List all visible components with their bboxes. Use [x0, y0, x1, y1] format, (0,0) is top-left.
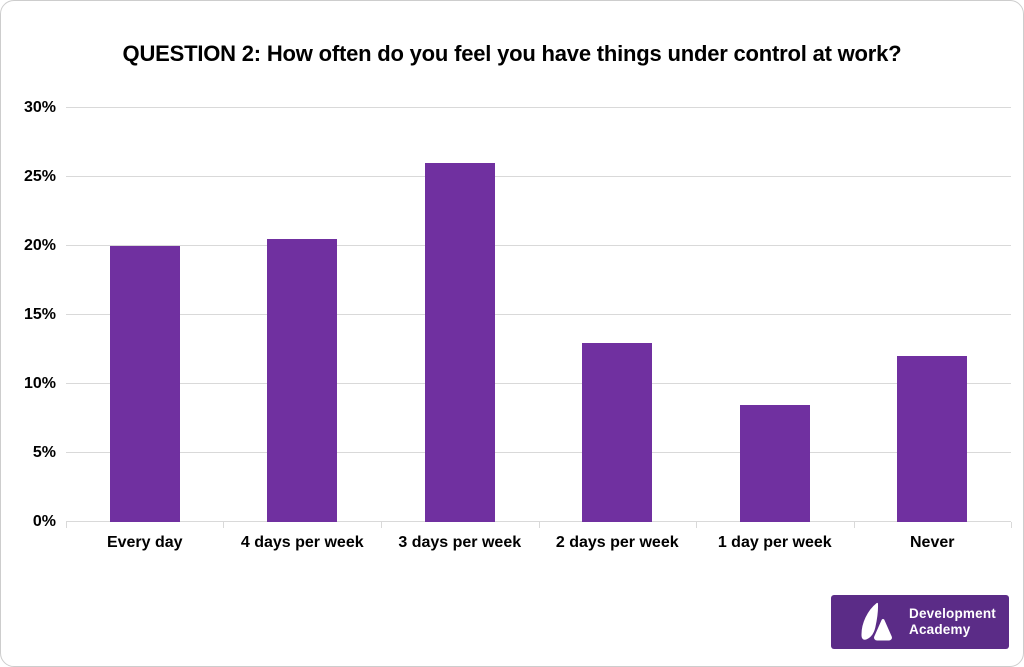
logo-text: Development Academy — [909, 606, 996, 638]
bar-slot-never — [854, 108, 1012, 522]
y-tick-label-25%: 25% — [23, 168, 56, 185]
x-tick-label-3-days-per-week: 3 days per week — [398, 534, 522, 551]
x-tick-label-never: Never — [910, 534, 955, 551]
bar-never — [897, 356, 968, 522]
bar-2-days-per-week — [582, 342, 653, 522]
y-tick-label-15%: 15% — [23, 306, 56, 323]
y-tick-label-5%: 5% — [32, 444, 56, 462]
gridline-30% — [66, 107, 1011, 108]
chart-title: QUESTION 2: How often do you feel you ha… — [122, 41, 902, 66]
x-axis-tick — [380, 522, 382, 528]
x-tick-label-2-days-per-week: 2 days per week — [555, 534, 679, 551]
y-tick-label-20%: 20% — [23, 237, 56, 255]
bar-1-day-per-week — [739, 404, 810, 522]
y-tick-label-30%: 30% — [23, 99, 56, 116]
bar-3-days-per-week — [424, 163, 495, 522]
x-tick-label-4-days-per-week: 4 days per week — [240, 534, 364, 551]
bar-series — [66, 108, 1011, 522]
bar-slot-2-days-per-week — [539, 108, 697, 522]
x-axis-labels: Every day 4 days per week 3 days per week 2… — [66, 534, 1011, 552]
logo-text-line2: Academy — [909, 622, 971, 637]
development-academy-logo: Development Academy — [831, 595, 1009, 649]
gridline-0% — [66, 521, 1011, 522]
y-axis-labels: 0% 5% 10% 15% 20% 25% 30% — [1, 99, 56, 530]
x-tick-label-1-day-per-week: 1 day per week — [717, 534, 832, 551]
bar-slot-4-days-per-week — [224, 108, 382, 522]
bar-slot-1-day-per-week — [696, 108, 854, 522]
gridline-5% — [66, 452, 1011, 454]
y-tick-label-0%: 0% — [32, 513, 56, 530]
bar-4-days-per-week — [267, 239, 338, 522]
x-axis-tick — [66, 522, 67, 528]
x-axis-tick — [223, 522, 225, 528]
bar-slot-every-day — [66, 108, 224, 522]
gridline-15% — [66, 314, 1011, 315]
y-tick-label-10%: 10% — [23, 375, 56, 393]
x-axis-tick — [853, 522, 855, 528]
logo-text-line1: Development — [909, 606, 996, 621]
x-axis-tick — [695, 522, 697, 528]
gridline-10% — [66, 383, 1011, 385]
gridline-20% — [66, 245, 1011, 247]
gridline-25% — [66, 176, 1011, 177]
x-tick-label-every-day: Every day — [106, 534, 183, 551]
bar-slot-3-days-per-week — [381, 108, 539, 522]
x-axis-tick — [1011, 522, 1012, 528]
bar-every-day — [109, 246, 180, 522]
plot-area — [66, 107, 1011, 522]
x-axis-ticks — [66, 522, 1012, 528]
x-axis-tick — [538, 522, 540, 528]
sail-and-peak-icon — [861, 602, 892, 641]
